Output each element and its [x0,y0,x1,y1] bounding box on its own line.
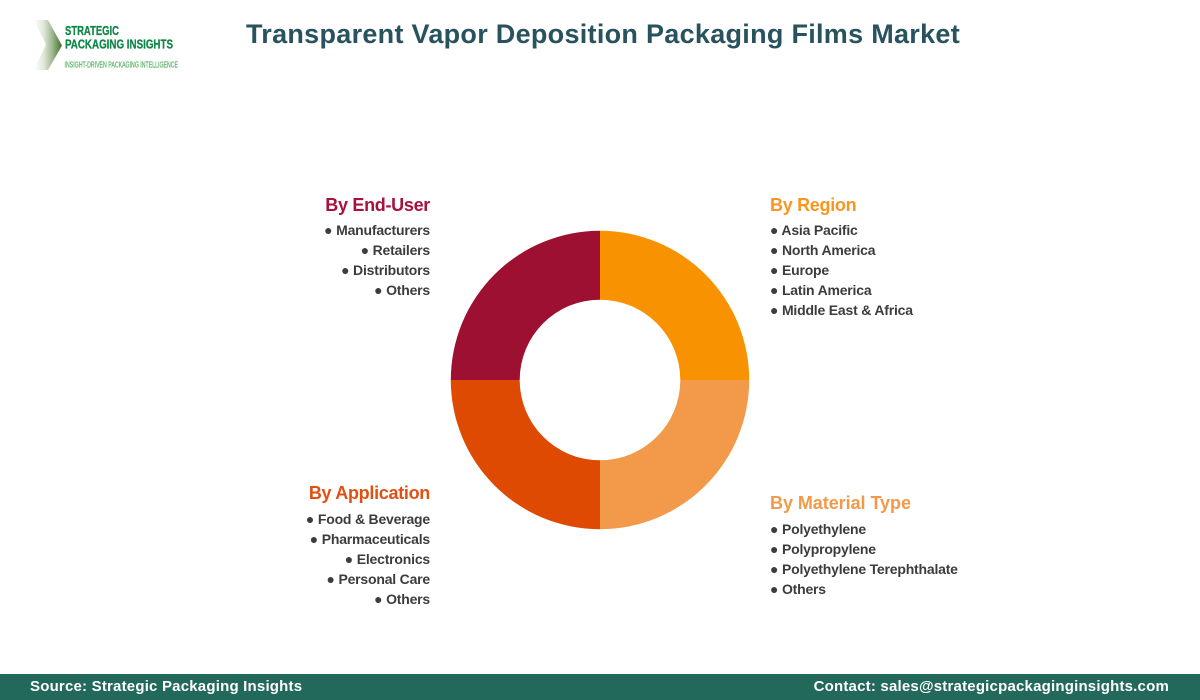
svg-text:PACKAGING INSIGHTS: PACKAGING INSIGHTS [65,37,173,52]
svg-text:INSIGHT-DRIVEN PACKAGING INTEL: INSIGHT-DRIVEN PACKAGING INTELLIGENCE [65,60,179,70]
svg-text:STRATEGIC: STRATEGIC [65,23,119,38]
